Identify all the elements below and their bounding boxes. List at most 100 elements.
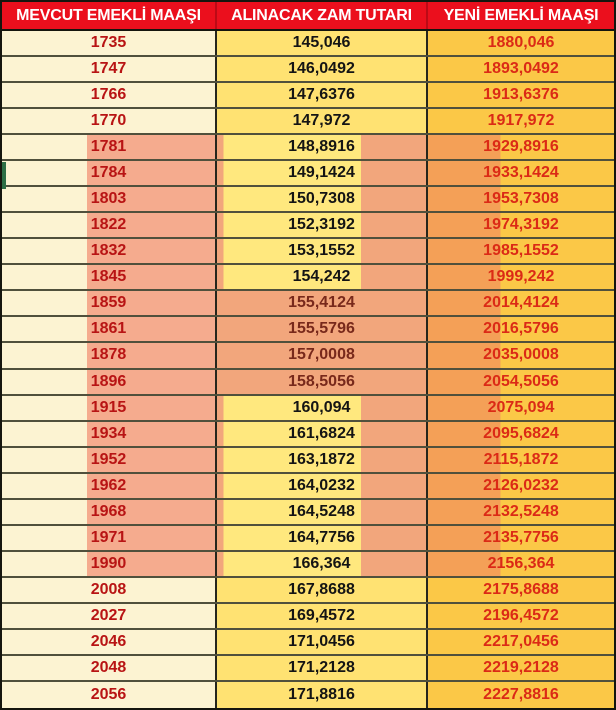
table-row: 2048 171,2128 2219,2128 (2, 655, 614, 682)
cell-new-pension: 2035,0008 (428, 343, 614, 368)
cell-raise-amount: 164,7756 (217, 525, 428, 550)
table-row: 1990 166,364 2156,364 (2, 551, 614, 578)
cell-new-pension: 2175,8688 (428, 577, 614, 602)
cell-current-pension: 1832 (2, 239, 217, 264)
cell-current-pension: 1803 (2, 187, 217, 212)
cell-current-pension: 1766 (2, 83, 217, 108)
cell-current-pension: 2048 (2, 655, 217, 680)
cell-raise-amount: 169,4572 (217, 603, 428, 628)
table-row: 2046 171,0456 2217,0456 (2, 629, 614, 656)
table-row: 2008 167,8688 2175,8688 (2, 577, 614, 604)
cell-current-pension: 1934 (2, 421, 217, 446)
header-cell-raise-amount: ALINACAK ZAM TUTARI (217, 2, 428, 29)
table-row: 1915 160,094 2075,094 (2, 395, 614, 422)
table-row: 1896 158,5056 2054,5056 (2, 369, 614, 396)
cell-new-pension: 1999,242 (428, 265, 614, 290)
cell-current-pension: 1781 (2, 135, 217, 160)
cell-new-pension: 1893,0492 (428, 57, 614, 82)
cell-raise-amount: 147,6376 (217, 83, 428, 108)
cell-new-pension: 1917,972 (428, 109, 614, 134)
cell-new-pension: 2115,1872 (428, 447, 614, 472)
header-cell-current-pension: MEVCUT EMEKLİ MAAŞI (2, 2, 217, 29)
cell-current-pension: 1878 (2, 343, 217, 368)
cell-new-pension: 2135,7756 (428, 525, 614, 550)
cell-current-pension: 1990 (2, 551, 217, 576)
cell-raise-amount: 171,0456 (217, 629, 428, 654)
cell-raise-amount: 167,8688 (217, 577, 428, 602)
table-row: 1803 150,7308 1953,7308 (2, 187, 614, 214)
table-row: 1952 163,1872 2115,1872 (2, 447, 614, 474)
cell-raise-amount: 153,1552 (217, 239, 428, 264)
cell-current-pension: 1845 (2, 265, 217, 290)
cell-current-pension: 1784 (2, 161, 217, 186)
cell-new-pension: 2016,5796 (428, 317, 614, 342)
cell-raise-amount: 150,7308 (217, 187, 428, 212)
cell-new-pension: 2095,6824 (428, 421, 614, 446)
cell-new-pension: 2132,5248 (428, 499, 614, 524)
cell-raise-amount: 171,8816 (217, 681, 428, 708)
cell-raise-amount: 147,972 (217, 109, 428, 134)
cell-current-pension: 1896 (2, 369, 217, 394)
cell-new-pension: 2126,0232 (428, 473, 614, 498)
cell-current-pension: 1861 (2, 317, 217, 342)
cell-new-pension: 2054,5056 (428, 369, 614, 394)
cell-new-pension: 2075,094 (428, 395, 614, 420)
table-row: 1859 155,4124 2014,4124 (2, 291, 614, 318)
cell-current-pension: 1770 (2, 109, 217, 134)
cell-raise-amount: 146,0492 (217, 57, 428, 82)
cell-raise-amount: 155,5796 (217, 317, 428, 342)
table-row: 1766 147,6376 1913,6376 (2, 83, 614, 110)
table-row: 1934 161,6824 2095,6824 (2, 421, 614, 448)
cell-new-pension: 2227,8816 (428, 681, 614, 708)
cell-current-pension: 1822 (2, 213, 217, 238)
cell-current-pension: 1968 (2, 499, 217, 524)
header-row: MEVCUT EMEKLİ MAAŞI ALINACAK ZAM TUTARI … (2, 2, 614, 31)
cell-new-pension: 1985,1552 (428, 239, 614, 264)
cell-new-pension: 2196,4572 (428, 603, 614, 628)
cell-raise-amount: 164,5248 (217, 499, 428, 524)
cell-new-pension: 2219,2128 (428, 655, 614, 680)
cell-current-pension: 2027 (2, 603, 217, 628)
cell-current-pension: 1962 (2, 473, 217, 498)
cell-raise-amount: 164,0232 (217, 473, 428, 498)
cell-raise-amount: 163,1872 (217, 447, 428, 472)
cell-new-pension: 1933,1424 (428, 161, 614, 186)
cell-current-pension: 1859 (2, 291, 217, 316)
table-row: 1861 155,5796 2016,5796 (2, 317, 614, 344)
cell-new-pension: 2217,0456 (428, 629, 614, 654)
table-body: 1735 145,046 1880,046 1747 146,0492 1893,0492… (2, 31, 614, 708)
cell-raise-amount: 171,2128 (217, 655, 428, 680)
table-row: 1781 148,8916 1929,8916 (2, 135, 614, 162)
table-row: 1747 146,0492 1893,0492 (2, 57, 614, 84)
cell-raise-amount: 166,364 (217, 551, 428, 576)
cell-raise-amount: 154,242 (217, 265, 428, 290)
cell-new-pension: 1953,7308 (428, 187, 614, 212)
cell-raise-amount: 158,5056 (217, 369, 428, 394)
cell-current-pension: 1952 (2, 447, 217, 472)
cell-raise-amount: 152,3192 (217, 213, 428, 238)
cell-new-pension: 1880,046 (428, 31, 614, 56)
table-row: 1968 164,5248 2132,5248 (2, 499, 614, 526)
cell-raise-amount: 160,094 (217, 395, 428, 420)
cell-new-pension: 1974,3192 (428, 213, 614, 238)
table-row: 1832 153,1552 1985,1552 (2, 239, 614, 266)
table-row: 1971 164,7756 2135,7756 (2, 525, 614, 552)
cell-new-pension: 1913,6376 (428, 83, 614, 108)
table-row: 2056 171,8816 2227,8816 (2, 681, 614, 708)
header-cell-new-pension: YENİ EMEKLİ MAAŞI (443, 6, 599, 24)
cell-raise-amount: 157,0008 (217, 343, 428, 368)
cell-current-pension: 2046 (2, 629, 217, 654)
cell-raise-amount: 161,6824 (217, 421, 428, 446)
cell-new-pension: 2156,364 (428, 551, 614, 576)
cell-current-pension: 1735 (2, 31, 217, 56)
table-row: 1878 157,0008 2035,0008 (2, 343, 614, 370)
cell-current-pension: 2056 (2, 681, 217, 708)
table-row: 1784 149,1424 1933,1424 (2, 161, 614, 188)
cell-current-pension: 2008 (2, 577, 217, 602)
cell-raise-amount: 148,8916 (217, 135, 428, 160)
table-row: 1962 164,0232 2126,0232 (2, 473, 614, 500)
table-row: 1822 152,3192 1974,3192 (2, 213, 614, 240)
table-row: 1735 145,046 1880,046 (2, 31, 614, 58)
cell-current-pension: 1915 (2, 395, 217, 420)
